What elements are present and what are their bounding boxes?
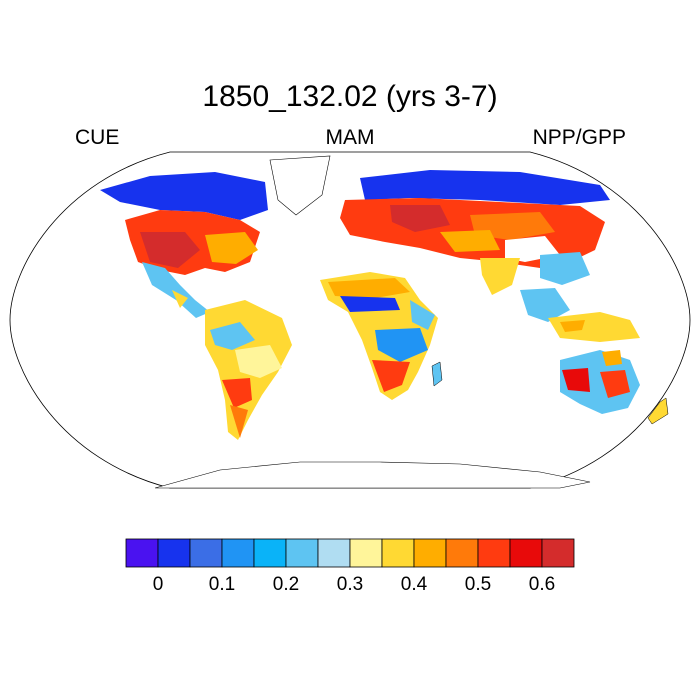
region-new-zealand [647,397,669,425]
region-antarctica [154,461,591,489]
region-africa [320,272,438,400]
colorbar [125,538,575,568]
colorbar-swatch [349,538,383,568]
region-southeast-asia [520,288,640,342]
colorbar-swatch [477,538,511,568]
region-greenland [269,155,331,216]
colorbar-swatch [509,538,543,568]
colorbar-swatch [317,538,351,568]
variable-label: CUE [75,126,120,149]
region-north-america [100,172,268,318]
colorbar-swatch [253,538,287,568]
colorbar-swatch [413,538,447,568]
colorbar-swatch [189,538,223,568]
region-australia [560,350,640,414]
colorbar-swatch [221,538,255,568]
units-label: NPP/GPP [532,126,626,149]
map-title: 1850_132.02 (yrs 3-7) [202,80,498,113]
colorbar-tick-label: 0 [152,574,164,595]
colorbar-tick-label: 0.3 [336,574,364,595]
colorbar-swatch [541,538,575,568]
colorbar-tick-label: 0.5 [464,574,492,595]
colorbar-tick-label: 0.1 [208,574,236,595]
colorbar-tick-label: 0.6 [528,574,556,595]
region-eurasia [340,170,610,295]
region-south-america [205,300,292,440]
colorbar-swatch [157,538,191,568]
colorbar-swatch [125,538,159,568]
season-label: MAM [325,126,375,149]
colorbar-tick-label: 0.4 [400,574,428,595]
colorbar-swatch [285,538,319,568]
colorbar-tick-label: 0.2 [272,574,300,595]
colorbar-swatch [381,538,415,568]
colorbar-swatch [445,538,479,568]
region-madagascar [431,361,443,387]
